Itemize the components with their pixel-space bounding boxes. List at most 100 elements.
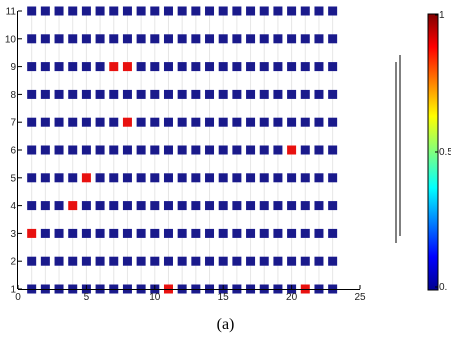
cell	[136, 173, 146, 183]
y-tick-label: 3	[10, 229, 16, 240]
cell	[287, 6, 297, 16]
cell	[68, 62, 78, 72]
colorbar: 1 0.5 0.	[427, 10, 451, 293]
cell	[122, 201, 132, 211]
cell	[177, 145, 187, 155]
cell	[150, 256, 160, 266]
cell	[273, 145, 283, 155]
cell	[259, 34, 269, 44]
cell	[273, 173, 283, 183]
cell	[109, 117, 119, 127]
cell	[109, 201, 119, 211]
cell	[273, 228, 283, 238]
cell	[54, 6, 64, 16]
cell	[177, 228, 187, 238]
cell	[109, 89, 119, 99]
cell	[246, 145, 256, 155]
cell	[191, 201, 201, 211]
cell	[191, 34, 201, 44]
cell	[232, 6, 242, 16]
cell	[81, 228, 91, 238]
cell	[259, 6, 269, 16]
cell	[40, 117, 50, 127]
colorbar-tick-label: 0.	[439, 282, 447, 293]
cell	[218, 6, 228, 16]
cell	[246, 6, 256, 16]
cell	[54, 34, 64, 44]
cell	[287, 89, 297, 99]
cell	[122, 256, 132, 266]
cell	[27, 89, 37, 99]
cell	[95, 145, 105, 155]
cell	[232, 256, 242, 266]
cell	[150, 34, 160, 44]
cell	[163, 34, 173, 44]
cell	[205, 62, 215, 72]
cell	[314, 228, 324, 238]
separator-lines	[395, 55, 401, 243]
cell	[109, 145, 119, 155]
cell	[177, 256, 187, 266]
cell	[300, 173, 310, 183]
cell	[328, 228, 338, 238]
cell	[191, 117, 201, 127]
cell	[68, 228, 78, 238]
cell	[81, 62, 91, 72]
cell	[177, 34, 187, 44]
axes	[17, 10, 361, 290]
cell	[27, 201, 37, 211]
cell	[273, 34, 283, 44]
colorbar-tick-label: 0.5	[439, 147, 451, 158]
cell	[328, 34, 338, 44]
cell-hot	[27, 228, 37, 238]
cell	[163, 201, 173, 211]
cell	[328, 117, 338, 127]
cell	[54, 173, 64, 183]
cell	[232, 117, 242, 127]
cell	[232, 34, 242, 44]
cell	[177, 89, 187, 99]
cell	[259, 89, 269, 99]
y-tick-label: 1	[10, 285, 16, 296]
cell	[259, 256, 269, 266]
cell	[150, 62, 160, 72]
cell	[122, 6, 132, 16]
cell	[328, 173, 338, 183]
cell	[205, 6, 215, 16]
y-tick-label: 5	[10, 173, 16, 184]
cell	[232, 201, 242, 211]
cell	[246, 62, 256, 72]
cell	[68, 89, 78, 99]
cell	[246, 89, 256, 99]
cell	[328, 201, 338, 211]
cell	[136, 201, 146, 211]
x-tick-label: 15	[218, 292, 230, 303]
cell	[150, 201, 160, 211]
cell	[150, 6, 160, 16]
cell	[300, 117, 310, 127]
cell	[314, 89, 324, 99]
cell	[109, 6, 119, 16]
cell	[328, 145, 338, 155]
cell	[54, 117, 64, 127]
cell	[300, 34, 310, 44]
figure-caption: (a)	[216, 316, 235, 333]
cell	[205, 228, 215, 238]
cell-hot	[122, 62, 132, 72]
cell	[95, 256, 105, 266]
cell	[163, 173, 173, 183]
cell-hot	[109, 62, 119, 72]
cell	[54, 62, 64, 72]
cell	[232, 173, 242, 183]
cell	[81, 34, 91, 44]
cell	[177, 6, 187, 16]
cell	[300, 228, 310, 238]
cell	[54, 256, 64, 266]
y-tick-label: 11	[6, 7, 17, 18]
cell	[287, 117, 297, 127]
cell	[205, 201, 215, 211]
cell	[40, 34, 50, 44]
cell	[259, 173, 269, 183]
x-tick-label: 5	[84, 292, 90, 303]
cell	[81, 117, 91, 127]
